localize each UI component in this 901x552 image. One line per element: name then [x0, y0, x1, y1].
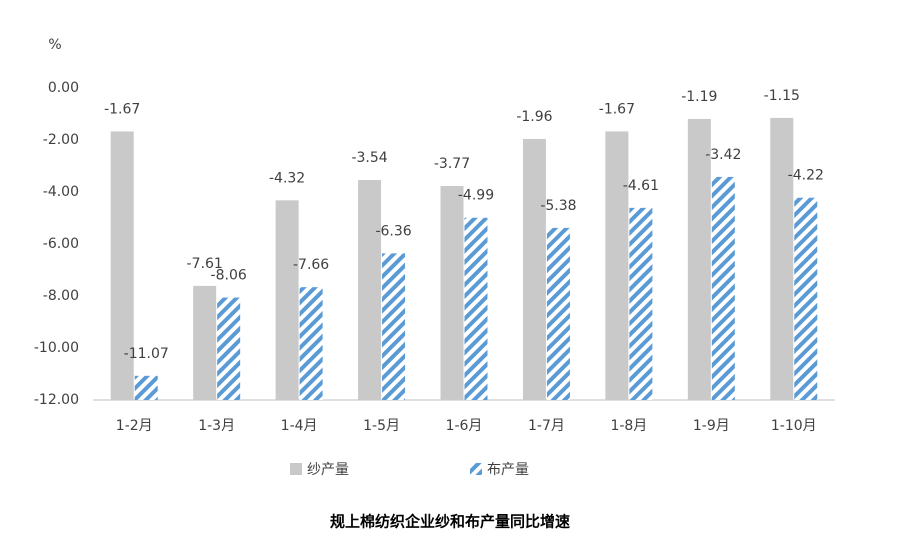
bar — [711, 176, 735, 400]
data-label: -4.99 — [458, 188, 494, 204]
data-label: -1.67 — [599, 101, 635, 117]
bar — [629, 207, 653, 400]
data-label: -7.61 — [187, 256, 223, 272]
legend-label: 布产量 — [487, 462, 529, 478]
bar — [275, 200, 299, 400]
y-tick-label: -4.00 — [43, 184, 79, 200]
x-tick-label: 1-4月 — [281, 418, 318, 434]
bar — [770, 117, 794, 401]
bar — [110, 131, 134, 401]
x-tick-label: 1-8月 — [610, 418, 647, 434]
bar — [440, 186, 464, 400]
y-tick-label: -6.00 — [43, 236, 79, 252]
x-tick-label: 1-10月 — [771, 418, 817, 434]
bar — [193, 285, 217, 400]
data-label: -4.22 — [788, 168, 824, 184]
bar — [217, 297, 241, 400]
legend-swatch — [290, 463, 302, 475]
x-tick-label: 1-3月 — [198, 418, 235, 434]
x-tick-label: 1-6月 — [446, 418, 483, 434]
y-tick-label: -12.00 — [34, 392, 79, 408]
x-tick-label: 1-2月 — [116, 418, 153, 434]
data-label: -1.15 — [764, 88, 800, 104]
data-label: -1.96 — [516, 109, 552, 125]
data-label: -4.32 — [269, 170, 305, 186]
data-label: -4.61 — [623, 178, 659, 194]
bar — [134, 375, 158, 400]
y-tick-label: -10.00 — [34, 340, 79, 356]
bar — [299, 287, 323, 400]
bar — [546, 227, 570, 400]
x-tick-label: 1-9月 — [693, 418, 730, 434]
x-tick-label: 1-7月 — [528, 418, 565, 434]
bar — [464, 217, 488, 400]
data-label: -5.38 — [540, 198, 576, 214]
y-tick-label: 0.00 — [48, 80, 79, 96]
bar — [794, 197, 818, 400]
data-label: -3.54 — [351, 150, 387, 166]
bar — [358, 180, 382, 400]
data-label: -1.67 — [104, 101, 140, 117]
bar — [522, 138, 546, 400]
data-label: -8.06 — [211, 268, 247, 284]
data-label: -7.66 — [293, 257, 329, 273]
data-label: -11.07 — [124, 346, 169, 362]
bar — [605, 131, 629, 401]
legend-swatch — [470, 463, 482, 475]
data-label: -3.77 — [434, 156, 470, 172]
data-label: -6.36 — [375, 223, 411, 239]
chart-title: 规上棉纺织企业纱和布产量同比增速 — [330, 513, 570, 531]
y-axis-label: % — [48, 37, 61, 53]
data-label: -1.19 — [681, 89, 717, 105]
x-tick-label: 1-5月 — [363, 418, 400, 434]
data-label: -3.42 — [705, 147, 741, 163]
y-tick-label: -2.00 — [43, 132, 79, 148]
bar — [687, 118, 711, 400]
bar — [382, 253, 406, 400]
y-tick-label: -8.00 — [43, 288, 79, 304]
legend-label: 纱产量 — [307, 462, 349, 478]
